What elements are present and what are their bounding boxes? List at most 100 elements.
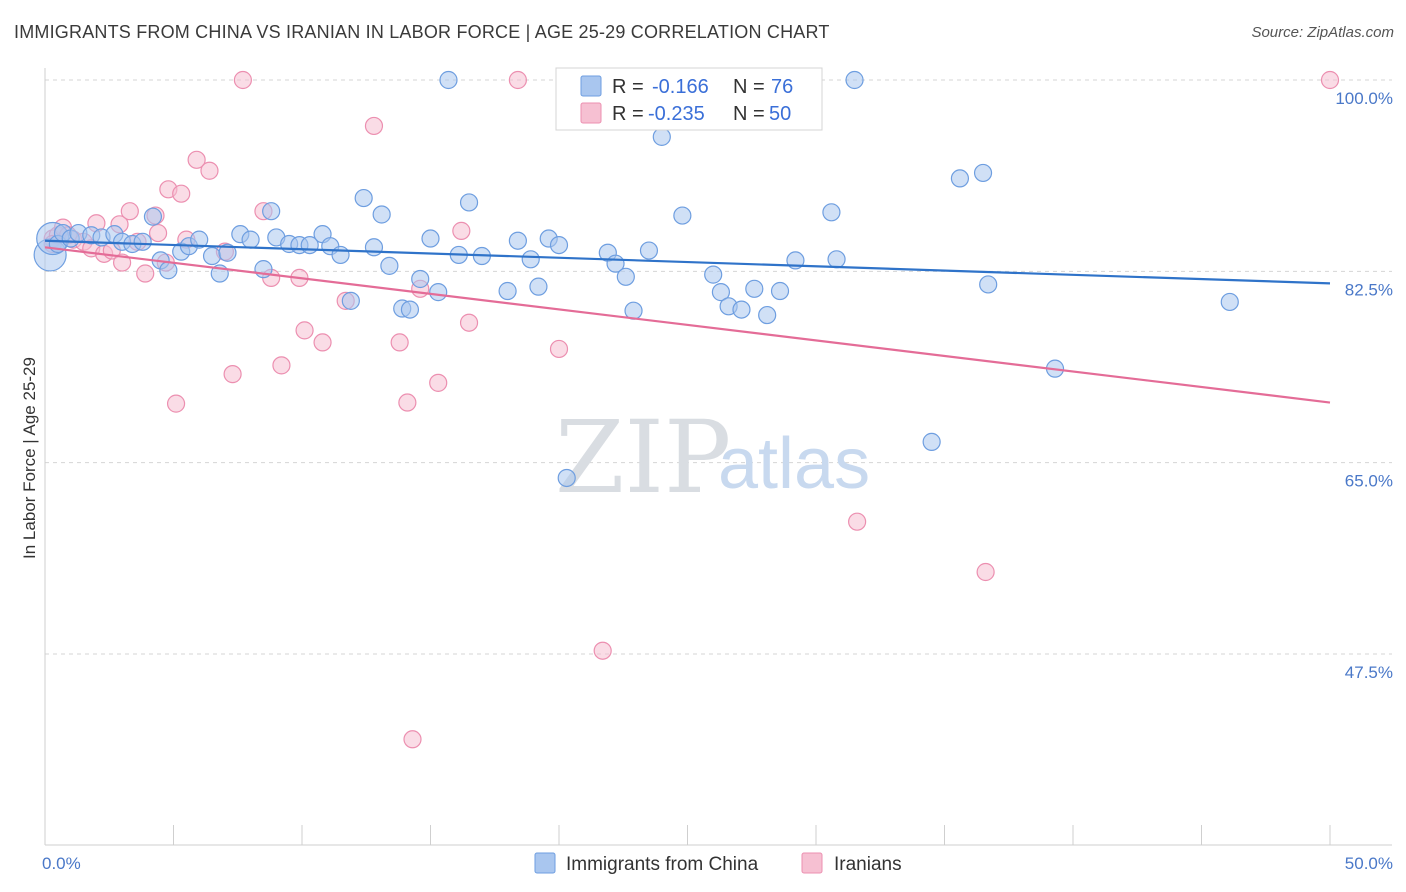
watermark-atlas: atlas [718, 424, 870, 504]
point-china-12 [143, 207, 163, 226]
point-china-56 [616, 267, 635, 286]
point-iranians-44 [593, 641, 612, 660]
point-iranians-42 [508, 70, 527, 90]
point-china-42 [439, 70, 458, 90]
source-credit: Source: ZipAtlas.com [1251, 24, 1394, 41]
point-china-70 [827, 250, 846, 269]
point-china-52 [557, 468, 576, 488]
trend-line-iranians [44, 246, 1331, 404]
legend-swatch-china [580, 75, 602, 97]
point-china-73 [950, 169, 970, 188]
point-china-67 [770, 281, 790, 301]
point-iranians-34 [364, 116, 384, 136]
point-iranians-46 [848, 512, 867, 531]
point-china-59 [652, 127, 671, 146]
point-iranians-40 [452, 221, 471, 240]
bottom-legend-swatch-iranians [801, 852, 823, 874]
point-china-66 [758, 305, 777, 325]
legend-n-value-china: 76 [771, 76, 793, 98]
point-china-71 [845, 70, 864, 90]
point-iranians-39 [429, 373, 448, 392]
point-iranians-29 [272, 356, 291, 375]
y-tick-label-2: 82.5% [1345, 280, 1393, 299]
point-china-41 [429, 283, 448, 302]
point-iranians-14 [136, 264, 155, 283]
point-iranians-11 [112, 253, 132, 272]
point-china-11 [133, 232, 152, 251]
grid-lines [45, 79, 1392, 655]
point-china-44 [459, 193, 479, 212]
point-china-24 [262, 202, 281, 221]
point-china-36 [380, 256, 399, 275]
point-china-72 [922, 432, 941, 451]
y-tick-label-0: 47.5% [1345, 663, 1393, 682]
point-iranians-12 [120, 202, 139, 221]
point-china-62 [711, 283, 731, 302]
x-tick-label-1: 50.0% [1345, 854, 1393, 873]
stats-legend: R = -0.166 N = 76 R = -0.235 N = 50 [555, 67, 823, 131]
point-iranians-37 [403, 730, 422, 749]
point-iranians-31 [295, 321, 314, 340]
trend-line-china [44, 239, 1331, 285]
point-china-20 [218, 243, 237, 262]
point-china-60 [673, 206, 692, 225]
legend-n-value-iranians: 50 [769, 103, 791, 125]
point-china-65 [745, 279, 764, 298]
point-iranians-41 [459, 313, 479, 332]
y-tick-labels: 47.5% 65.0% 82.5% 100.0% [1335, 89, 1393, 682]
x-tick-labels: 0.0% 50.0% [42, 854, 1393, 873]
point-iranians-48 [1320, 70, 1340, 90]
bottom-legend-swatch-china [534, 852, 556, 874]
point-china-34 [364, 238, 384, 257]
point-iranians-25 [223, 365, 242, 384]
point-china-61 [704, 265, 723, 284]
legend-r-value-iranians: -0.235 [648, 103, 705, 125]
legend-r-label-iranians: R = [612, 103, 644, 125]
point-china-51 [549, 235, 569, 255]
point-china-17 [190, 230, 209, 249]
point-china-40 [421, 229, 440, 248]
point-china-77 [1220, 292, 1239, 312]
point-china-69 [822, 203, 841, 222]
point-iranians-35 [390, 333, 409, 352]
point-china-18 [202, 246, 222, 266]
legend-r-label-china: R = [612, 76, 644, 98]
point-china-75 [979, 275, 998, 294]
point-china-35 [372, 205, 391, 224]
point-iranians-26 [233, 70, 252, 90]
x-tick-label-0: 0.0% [42, 854, 81, 873]
point-china-33 [354, 188, 373, 208]
legend-n-label-iranians: N = [733, 103, 765, 125]
series-legend: Immigrants from China Iranians [534, 852, 902, 875]
point-china-49 [529, 277, 548, 296]
point-iranians-32 [313, 333, 332, 352]
point-iranians-22 [187, 150, 206, 169]
point-china-31 [331, 245, 350, 265]
legend-n-label-china: N = [733, 76, 765, 98]
point-china-74 [973, 163, 993, 183]
point-iranians-20 [172, 184, 191, 203]
point-iranians-23 [200, 161, 219, 180]
point-iranians-16 [148, 223, 168, 243]
point-china-48 [521, 250, 540, 269]
point-china-22 [241, 230, 260, 249]
point-china-39 [411, 269, 430, 289]
bottom-legend-label-iranians: Iranians [834, 854, 902, 875]
legend-r-value-china: -0.166 [652, 76, 709, 98]
bottom-legend-label-china: Immigrants from China [566, 854, 759, 875]
point-china-46 [498, 281, 517, 301]
chart-title: IMMIGRANTS FROM CHINA VS IRANIAN IN LABO… [14, 22, 830, 42]
watermark: ZIP atlas [555, 399, 870, 516]
y-axis-label: In Labor Force | Age 25-29 [20, 357, 39, 559]
point-china-64 [732, 300, 751, 319]
legend-swatch-iranians [580, 102, 602, 124]
point-iranians-43 [549, 339, 569, 359]
axes [44, 68, 1392, 846]
point-iranians-47 [976, 562, 995, 582]
point-china-32 [341, 291, 360, 310]
y-tick-label-3: 100.0% [1335, 89, 1393, 108]
point-china-14 [159, 261, 178, 280]
point-china-38 [400, 300, 420, 319]
point-iranians-36 [398, 393, 417, 412]
